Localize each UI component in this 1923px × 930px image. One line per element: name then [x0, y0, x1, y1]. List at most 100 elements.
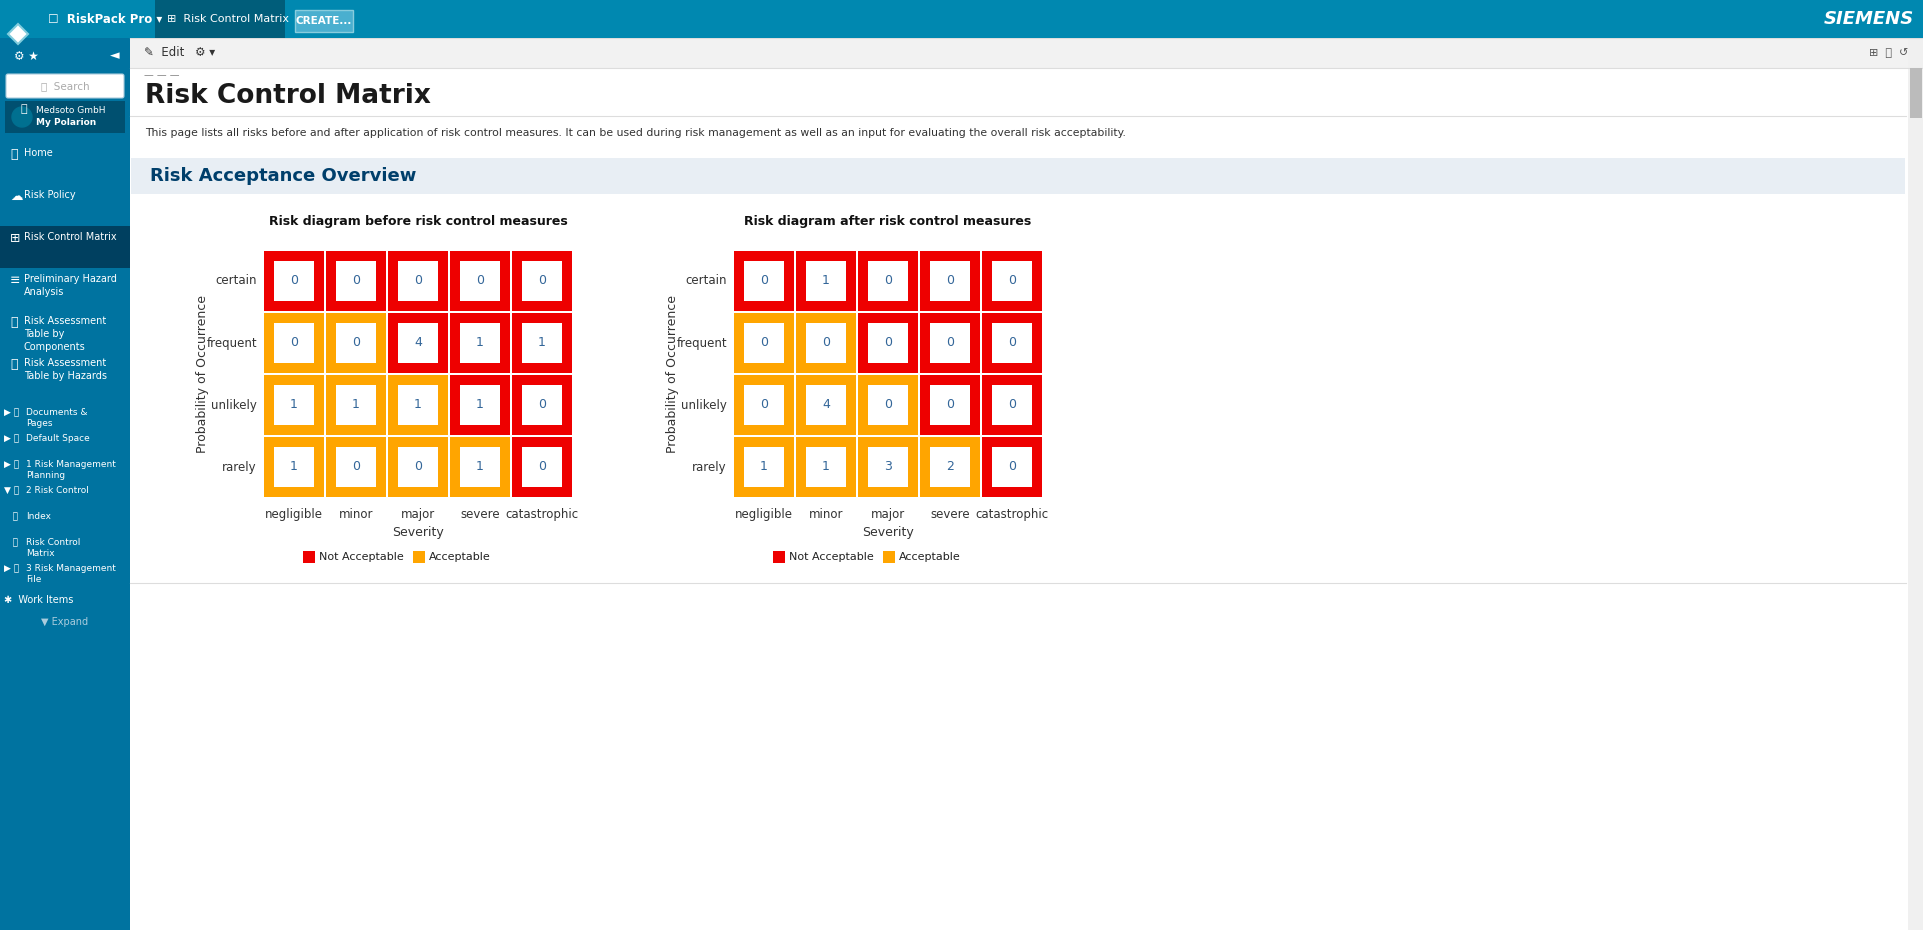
Text: ⚙ ▾: ⚙ ▾	[194, 46, 215, 60]
Text: Home: Home	[23, 148, 52, 158]
Text: Risk Control Matrix: Risk Control Matrix	[144, 83, 431, 109]
Text: ⊞  Risk Control Matrix: ⊞ Risk Control Matrix	[167, 14, 288, 24]
Text: This page lists all risks before and after application of risk control measures.: This page lists all risks before and aft…	[144, 128, 1125, 138]
FancyBboxPatch shape	[6, 74, 123, 98]
Text: 0: 0	[760, 274, 767, 287]
Bar	[744, 385, 783, 425]
Bar	[919, 251, 979, 311]
Text: ◄: ◄	[110, 49, 119, 62]
Text: rarely: rarely	[223, 460, 258, 473]
Text: 0: 0	[883, 337, 892, 350]
Text: 1: 1	[352, 398, 360, 411]
Text: unlikely: unlikely	[681, 398, 727, 411]
Text: ▶ 📄: ▶ 📄	[4, 460, 19, 469]
Bar	[460, 261, 500, 301]
Bar	[273, 261, 313, 301]
Bar	[744, 447, 783, 487]
Text: catastrophic: catastrophic	[975, 508, 1048, 521]
Bar	[733, 375, 794, 435]
Bar	[156, 0, 285, 38]
Text: 1: 1	[475, 460, 485, 473]
Bar	[263, 375, 323, 435]
Text: Risk Control Matrix: Risk Control Matrix	[23, 232, 117, 242]
Bar	[992, 447, 1031, 487]
Text: 0: 0	[1008, 337, 1015, 350]
Bar	[521, 447, 562, 487]
Bar	[867, 385, 908, 425]
Text: Risk Policy: Risk Policy	[23, 190, 75, 200]
Text: 0: 0	[1008, 398, 1015, 411]
Text: rarely: rarely	[692, 460, 727, 473]
Bar	[337, 447, 375, 487]
Bar	[398, 385, 438, 425]
Bar	[1910, 68, 1921, 118]
Text: 1: 1	[290, 398, 298, 411]
Text: 0: 0	[760, 337, 767, 350]
Text: Risk Assessment
Table by Hazards: Risk Assessment Table by Hazards	[23, 358, 108, 380]
Text: 🔍  Search: 🔍 Search	[40, 81, 88, 91]
Bar	[388, 375, 448, 435]
Text: major: major	[871, 508, 904, 521]
Text: 0: 0	[352, 274, 360, 287]
Text: 0: 0	[290, 274, 298, 287]
Text: ✱  Work Items: ✱ Work Items	[4, 595, 73, 605]
Bar	[273, 447, 313, 487]
Text: Not Acceptable: Not Acceptable	[788, 552, 873, 562]
Text: 0: 0	[946, 398, 954, 411]
Bar	[512, 375, 571, 435]
Bar	[398, 323, 438, 363]
Bar	[867, 261, 908, 301]
Text: 🏠: 🏠	[10, 148, 17, 161]
Bar	[981, 313, 1042, 373]
Bar	[388, 251, 448, 311]
Text: 1: 1	[821, 274, 829, 287]
Text: 0: 0	[1008, 274, 1015, 287]
Text: ⊞  ⏱  ↺: ⊞ ⏱ ↺	[1867, 48, 1908, 58]
Text: ▼ 📄: ▼ 📄	[4, 486, 19, 495]
Bar	[858, 437, 917, 497]
Bar	[398, 261, 438, 301]
Bar	[512, 313, 571, 373]
Text: 0: 0	[290, 337, 298, 350]
Text: 0: 0	[946, 274, 954, 287]
Bar	[273, 385, 313, 425]
Text: Risk Assessment
Table by
Components: Risk Assessment Table by Components	[23, 316, 106, 352]
Bar	[981, 437, 1042, 497]
Text: 0: 0	[538, 460, 546, 473]
Circle shape	[12, 107, 33, 127]
Text: Risk Acceptance Overview: Risk Acceptance Overview	[150, 167, 415, 185]
Bar	[413, 551, 425, 563]
Bar	[460, 385, 500, 425]
Text: certain: certain	[215, 274, 258, 287]
Text: 1: 1	[538, 337, 546, 350]
Bar	[337, 385, 375, 425]
Text: CREATE...: CREATE...	[296, 16, 352, 26]
Text: 0: 0	[538, 398, 546, 411]
Bar	[388, 313, 448, 373]
FancyBboxPatch shape	[294, 10, 352, 32]
Bar	[521, 385, 562, 425]
Text: ▼ Expand: ▼ Expand	[42, 617, 88, 627]
Text: 0: 0	[760, 398, 767, 411]
Text: 0: 0	[413, 460, 421, 473]
Text: ▶ 📄: ▶ 📄	[4, 434, 19, 443]
Bar	[325, 437, 387, 497]
Bar	[733, 437, 794, 497]
Bar	[806, 385, 846, 425]
Bar	[744, 323, 783, 363]
Bar	[0, 226, 131, 268]
Bar	[512, 251, 571, 311]
Bar	[325, 251, 387, 311]
Text: Acceptable: Acceptable	[429, 552, 490, 562]
Text: Risk diagram after risk control measures: Risk diagram after risk control measures	[744, 216, 1031, 229]
Bar	[521, 323, 562, 363]
Text: unlikely: unlikely	[212, 398, 258, 411]
Text: minor: minor	[338, 508, 373, 521]
Text: negligible: negligible	[735, 508, 792, 521]
Bar	[35, 0, 150, 38]
Text: ✎  Edit: ✎ Edit	[144, 46, 185, 60]
Bar	[919, 313, 979, 373]
Text: Index: Index	[27, 512, 52, 521]
Text: My Polarion: My Polarion	[37, 118, 96, 127]
Text: 📄: 📄	[4, 538, 17, 547]
